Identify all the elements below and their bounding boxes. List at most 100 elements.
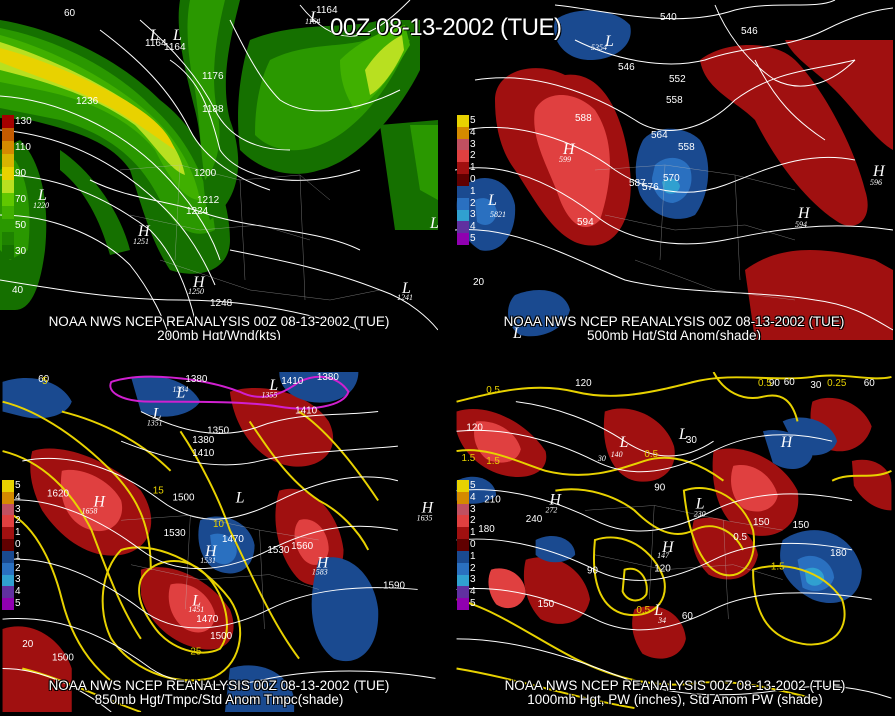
contour-label: 210 bbox=[484, 494, 501, 505]
low-center: L bbox=[401, 280, 411, 297]
legend-label: 2 bbox=[470, 562, 476, 574]
high-center-value: 1583 bbox=[312, 568, 328, 577]
legend-swatch bbox=[2, 550, 14, 564]
legend-label: 4 bbox=[470, 491, 476, 503]
map-500mb-svg: 540 546 546 552 558 564 558 570 576 587 … bbox=[455, 0, 893, 340]
low-center: L bbox=[487, 192, 497, 209]
contour-label: 40 bbox=[12, 285, 24, 296]
legend-label: 3 bbox=[470, 209, 476, 221]
contour-label: 60 bbox=[38, 374, 49, 385]
legend-label: 1 bbox=[470, 185, 476, 197]
contour-label: 90 bbox=[654, 483, 665, 494]
high-center: H bbox=[421, 499, 435, 516]
contour-label: 588 bbox=[575, 113, 592, 124]
panel-caption-line2: 850mb Hgt/Tmpc/Std Anom Tmpc(shade) bbox=[94, 692, 344, 707]
legend-label: 2 bbox=[470, 197, 476, 209]
legend-swatch bbox=[457, 174, 469, 187]
contour-label: 540 bbox=[660, 12, 677, 23]
contour-label: 60 bbox=[682, 611, 693, 622]
low-center: L bbox=[268, 377, 278, 394]
contour-label: 1470 bbox=[196, 614, 218, 625]
contour-label: 558 bbox=[678, 142, 695, 153]
high-center-value: 596 bbox=[870, 178, 882, 187]
legend-label: 3 bbox=[15, 503, 21, 515]
low-center-value: 1351 bbox=[147, 418, 163, 427]
pw-label: 1.5 bbox=[462, 453, 476, 464]
legend-label: 1 bbox=[15, 550, 21, 562]
contour-label: 150 bbox=[793, 520, 810, 531]
legend-swatch bbox=[2, 562, 14, 576]
high-center: H bbox=[137, 223, 151, 240]
pw-label: 1.5 bbox=[486, 456, 500, 467]
legend-swatch bbox=[2, 527, 14, 540]
wind-speed-legend: 130 110 90 70 50 30 bbox=[2, 115, 32, 259]
high-center-value: 1250 bbox=[188, 287, 204, 296]
legend-label: 4 bbox=[470, 126, 476, 138]
legend-label: 1 bbox=[470, 550, 476, 562]
panel-caption-line2: 500mb Hgt/Std Anom(shade) bbox=[586, 328, 762, 340]
pw-label: 0.25 bbox=[827, 378, 847, 389]
contour-label: 60 bbox=[64, 8, 76, 19]
contour-label: 0.5 bbox=[733, 532, 747, 543]
legend-label: 0 bbox=[470, 174, 476, 185]
contour-label: 1236 bbox=[76, 96, 99, 107]
low-center: L bbox=[191, 592, 201, 609]
legend-label: 3 bbox=[15, 574, 21, 586]
low-center-value: 5354 bbox=[591, 43, 607, 52]
legend-label: 1 bbox=[470, 162, 476, 174]
contour-label: 1500 bbox=[173, 492, 195, 503]
legend-label: 90 bbox=[15, 167, 27, 179]
map-1000mb-svg: 120 120 90 60 60 30 0.5 0.25 0.5 1.5 1.5… bbox=[456, 372, 892, 712]
low-center: L bbox=[309, 9, 319, 26]
high-center: H bbox=[192, 274, 206, 291]
legend-swatch bbox=[2, 574, 14, 587]
contour-label: 1350 bbox=[207, 425, 229, 436]
legend-swatch bbox=[457, 197, 469, 211]
low-center-value: 34 bbox=[657, 616, 666, 625]
contour-label: 546 bbox=[741, 26, 758, 37]
legend-label: 110 bbox=[15, 141, 31, 153]
legend-label: 4 bbox=[470, 586, 476, 598]
temp-label: 10 bbox=[213, 519, 224, 530]
legend-swatch bbox=[457, 527, 469, 540]
low-center: L bbox=[604, 33, 614, 50]
high-center-value: 272 bbox=[546, 505, 558, 514]
legend-label: 50 bbox=[15, 219, 27, 231]
legend-swatch bbox=[457, 115, 469, 128]
high-center-value: 1251 bbox=[133, 237, 149, 246]
contour-label: 20 bbox=[22, 639, 33, 650]
legend-label: 4 bbox=[470, 221, 476, 233]
contour-label: 546 bbox=[618, 62, 635, 73]
low-center-value: 1451 bbox=[188, 605, 204, 614]
contour-label: 1530 bbox=[164, 528, 186, 539]
legend-swatch bbox=[2, 219, 14, 233]
low-center: L bbox=[176, 385, 186, 402]
panel-850mb-map: 1380 1410 1380 1410 1380 1350 1410 1500 … bbox=[0, 372, 438, 716]
high-center: H bbox=[780, 434, 794, 451]
legend-swatch bbox=[457, 185, 469, 199]
low-center-value: 1220 bbox=[33, 201, 49, 210]
legend-label: 3 bbox=[470, 503, 476, 515]
legend-swatch bbox=[457, 480, 469, 493]
legend-label: 5 bbox=[470, 114, 476, 126]
low-center-value: 1334 bbox=[173, 385, 189, 394]
contour-label: 1380 bbox=[317, 372, 339, 383]
legend-swatch bbox=[457, 221, 469, 234]
low-center-value: 140 bbox=[611, 450, 623, 459]
legend-label: 5 bbox=[470, 233, 476, 245]
contour-label: 1410 bbox=[192, 448, 214, 459]
legend-swatch bbox=[457, 233, 469, 246]
contour-label: 120 bbox=[466, 422, 483, 433]
legend-label: 1 bbox=[470, 527, 476, 539]
contour-label: 1410 bbox=[295, 406, 317, 417]
contour-label: 60 bbox=[784, 377, 795, 388]
contour-label: 1248 bbox=[210, 298, 233, 309]
panel-caption-line2: 200mb Hgt/Wnd(kts) bbox=[157, 328, 281, 340]
legend-label: 70 bbox=[15, 193, 27, 205]
panel-caption-line1: NOAA NWS NCEP REANALYSIS 00Z 08-13-2002 … bbox=[504, 678, 846, 693]
legend-swatch bbox=[457, 126, 469, 140]
high-center: H bbox=[92, 493, 106, 510]
panel-caption-line1: NOAA NWS NCEP REANALYSIS 00Z 08-13-2002 … bbox=[48, 314, 390, 329]
high-center-value: 1635 bbox=[417, 513, 433, 522]
